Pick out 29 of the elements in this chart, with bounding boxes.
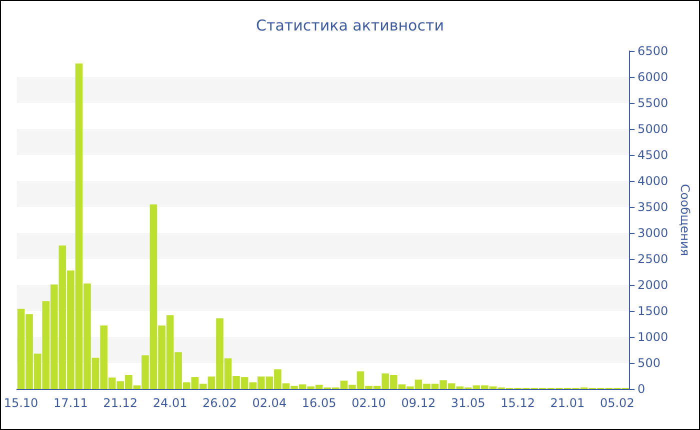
x-tick-label: 15.10 [4, 396, 38, 410]
y-tick-label: 4500 [638, 148, 668, 162]
y-tick-label: 2000 [638, 278, 668, 292]
y-tick-label: 3000 [638, 226, 668, 240]
x-tick-label: 02.10 [352, 396, 386, 410]
y-tick-label: 5500 [638, 96, 668, 110]
x-tick-label: 24.01 [152, 396, 188, 410]
x-tick-label: 15.12 [500, 396, 535, 410]
x-tick-label: 02.04 [252, 396, 287, 410]
y-tick-label: 500 [638, 356, 660, 370]
x-tick-label: 21.01 [550, 396, 585, 410]
y-tick-label: 4000 [638, 174, 668, 188]
chart-title: Статистика активности [256, 16, 444, 34]
y-tick-label: 1500 [638, 304, 668, 318]
x-tick-label: 21.12 [103, 396, 138, 410]
y-tick-label: 5000 [638, 122, 668, 136]
x-tick-label: 05.02 [600, 396, 634, 410]
x-tick-label: 31.05 [450, 396, 486, 410]
y-tick-label: 0 [638, 382, 646, 396]
y-tick-label: 6000 [638, 70, 668, 84]
y-tick-label: 2500 [638, 252, 668, 266]
y-tick-label: 6500 [638, 44, 668, 58]
y-axis-title: Сообщения [678, 184, 692, 256]
x-tick-label: 16.05 [302, 396, 336, 410]
y-tick-label: 1000 [638, 330, 668, 344]
x-tick-label: 26.02 [202, 396, 237, 410]
y-tick-label: 3500 [638, 200, 668, 214]
x-tick-label: 17.11 [54, 396, 88, 410]
x-tick-label: 09.12 [401, 396, 436, 410]
